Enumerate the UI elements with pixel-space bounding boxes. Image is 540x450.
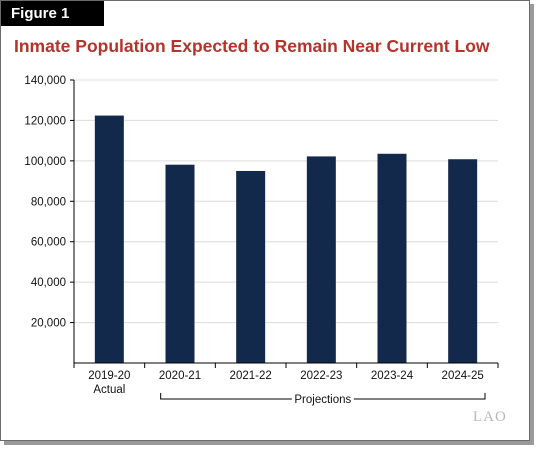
y-tick-label: 20,000	[31, 318, 66, 330]
figure-label: Figure 1	[1, 1, 104, 26]
x-tick-label: 2021-22	[230, 370, 272, 382]
y-tick-label: 40,000	[31, 277, 66, 289]
gridlines	[74, 79, 498, 324]
bar-2021-22	[236, 170, 266, 363]
x-tick-label: 2023-24	[371, 370, 414, 382]
x-tick-label: 2024-25	[442, 370, 484, 382]
bracket-label: Projections	[294, 394, 351, 406]
lao-logo: LAO	[473, 409, 507, 425]
bracket-right	[353, 393, 486, 400]
y-tick-label: 140,000	[24, 75, 66, 87]
bar-2023-24	[377, 153, 407, 363]
bar-chart: 20,000 40,000 60,000 80,000 100,000 120,000 14…	[24, 75, 507, 425]
chart-title: Inmate Population Expected to Remain Nea…	[14, 36, 490, 56]
x-tick-label: 2020-21	[159, 370, 201, 382]
axes	[70, 79, 499, 368]
bars	[94, 115, 478, 363]
x-tick-label: 2019-20	[88, 370, 130, 382]
y-tick-label: 80,000	[31, 196, 66, 208]
x-tick-label: 2022-23	[300, 370, 342, 382]
projections-bracket: Projections	[160, 393, 486, 406]
bar-2024-25	[448, 159, 478, 363]
figure-frame: Figure 1 Inmate Population Expected to R…	[0, 0, 530, 441]
bar-2022-23	[306, 156, 336, 363]
tick-labels: 20,000 40,000 60,000 80,000 100,000 120,000 14…	[24, 75, 483, 396]
bar-2019-20	[94, 115, 124, 363]
y-tick-label: 60,000	[31, 237, 66, 249]
bracket-left	[160, 393, 292, 400]
y-tick-label: 100,000	[24, 156, 66, 168]
bar-2020-21	[165, 164, 195, 363]
x-tick-sublabel: Actual	[93, 384, 125, 396]
y-tick-label: 120,000	[24, 115, 66, 127]
